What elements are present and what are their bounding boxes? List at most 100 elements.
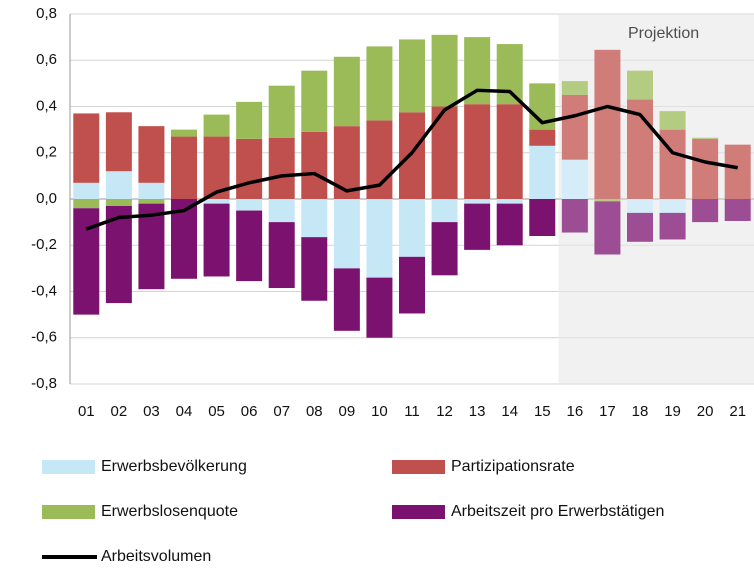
x-tick-label: 12 bbox=[436, 403, 453, 420]
bar-segment bbox=[268, 85, 295, 138]
x-tick-label: 09 bbox=[339, 403, 356, 420]
bar-segment bbox=[138, 126, 165, 183]
bar-segment bbox=[301, 237, 328, 301]
y-tick-label: -0,8 bbox=[31, 375, 57, 392]
y-tick-label: -0,4 bbox=[31, 282, 57, 299]
bar-segment bbox=[627, 199, 653, 213]
bar-segment bbox=[301, 199, 328, 238]
legend-label: Arbeitszeit pro Erwerbstätigen bbox=[451, 503, 664, 520]
bar-segment bbox=[496, 44, 523, 105]
x-tick-label: 19 bbox=[664, 403, 681, 420]
bar-segment bbox=[138, 182, 165, 199]
bar-segment bbox=[692, 137, 719, 139]
bar-segment bbox=[724, 144, 751, 199]
bar-segment bbox=[268, 137, 295, 199]
bar-segment bbox=[203, 114, 230, 137]
bar-segment bbox=[659, 212, 686, 240]
bar-segment bbox=[236, 199, 263, 211]
line bbox=[85, 88, 739, 231]
bar-segment bbox=[464, 104, 491, 199]
bar-segment bbox=[236, 101, 263, 139]
bar-segment bbox=[366, 199, 393, 278]
x-tick-label: 11 bbox=[404, 403, 420, 420]
x-tick-label: 06 bbox=[241, 403, 258, 420]
x-tick-label: 07 bbox=[273, 403, 290, 420]
bar-segment bbox=[529, 145, 556, 199]
bar-segment bbox=[529, 199, 556, 236]
bar-segment bbox=[627, 212, 653, 242]
bar-segment bbox=[73, 199, 100, 209]
bar-segment bbox=[301, 70, 328, 132]
x-tick-label: 04 bbox=[176, 403, 193, 420]
bar-segment bbox=[561, 159, 588, 199]
bar-segment bbox=[496, 203, 523, 246]
projection-label: Projektion bbox=[628, 25, 699, 42]
bar-segment bbox=[171, 136, 197, 199]
bar-segment bbox=[138, 199, 165, 204]
x-tick-label: 03 bbox=[143, 403, 160, 420]
bar-segment bbox=[431, 34, 458, 107]
bar-segment bbox=[333, 199, 360, 269]
legend-swatch bbox=[42, 460, 95, 474]
x-tick-label: 05 bbox=[208, 403, 225, 420]
x-tick-label: 20 bbox=[697, 403, 714, 420]
bar-segment bbox=[73, 113, 100, 183]
x-tick-label: 18 bbox=[632, 403, 649, 420]
x-tick-label: 10 bbox=[371, 403, 388, 420]
x-tick-label: 17 bbox=[599, 403, 616, 420]
bar-segment bbox=[594, 199, 621, 202]
bar-segment bbox=[594, 201, 621, 255]
bar-segment bbox=[692, 138, 719, 199]
bar-segment bbox=[431, 222, 458, 276]
bar-segment bbox=[138, 203, 165, 290]
bar-segment bbox=[203, 199, 230, 204]
bar-segment bbox=[301, 131, 328, 199]
bar-segment bbox=[399, 256, 425, 314]
bar-segment bbox=[464, 203, 491, 250]
bar-segment bbox=[333, 56, 360, 127]
y-tick-label: 0,8 bbox=[36, 5, 57, 22]
bar-segment bbox=[659, 111, 686, 130]
bar-segment bbox=[203, 203, 230, 277]
legend-swatch bbox=[392, 460, 445, 474]
x-tick-label: 21 bbox=[729, 403, 746, 420]
x-tick-label: 14 bbox=[501, 403, 518, 420]
bar-segment bbox=[594, 49, 621, 199]
x-tick-label: 13 bbox=[469, 403, 486, 420]
bar-segment bbox=[333, 268, 360, 331]
bar-segment bbox=[399, 39, 425, 113]
legend-label: Erwerbslosenquote bbox=[101, 503, 238, 520]
bar-segment bbox=[73, 182, 100, 199]
bar-segment bbox=[105, 171, 132, 199]
bar-segment bbox=[236, 138, 263, 199]
bar-segment bbox=[464, 37, 491, 105]
x-tick-label: 15 bbox=[534, 403, 551, 420]
x-tick-label: 16 bbox=[567, 403, 584, 420]
bar-segment bbox=[496, 199, 523, 204]
bar-segment bbox=[105, 199, 132, 206]
bar-segment bbox=[431, 199, 458, 223]
y-tick-label: 0,0 bbox=[36, 190, 57, 207]
y-tick-label: 0,6 bbox=[36, 51, 57, 68]
bar-segment bbox=[171, 129, 197, 137]
bar-segment bbox=[529, 129, 556, 146]
x-tick-label: 01 bbox=[78, 403, 95, 420]
bar-segment bbox=[268, 222, 295, 289]
bar-segment bbox=[105, 112, 132, 172]
bar-segment bbox=[561, 94, 588, 160]
x-tick-label: 08 bbox=[306, 403, 323, 420]
bar-segment bbox=[268, 199, 295, 223]
y-tick-label: -0,2 bbox=[31, 236, 57, 253]
bar-segment bbox=[627, 70, 653, 100]
y-tick-label: 0,2 bbox=[36, 144, 57, 161]
x-tick-label: 02 bbox=[111, 403, 128, 420]
y-tick-label: 0,4 bbox=[36, 97, 57, 114]
bar-segment bbox=[236, 210, 263, 282]
bar-segment bbox=[399, 199, 425, 257]
bar-segment bbox=[366, 46, 393, 121]
bar-segment bbox=[692, 199, 719, 223]
bar-segment bbox=[366, 277, 393, 338]
bar-segment bbox=[399, 112, 425, 199]
bar-segment bbox=[724, 199, 751, 221]
